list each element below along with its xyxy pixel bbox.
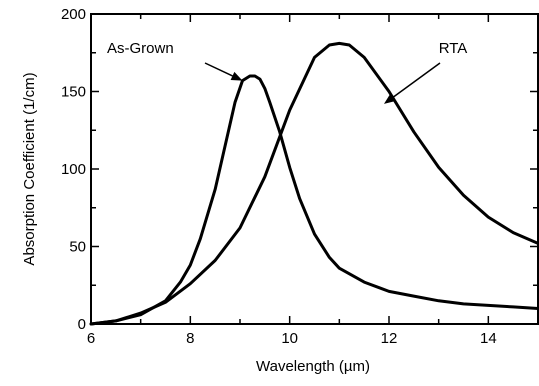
tick-labels-layer: 6 8 10 12 14 0 50 100 150 200 <box>61 6 497 347</box>
y-tick-label: 200 <box>61 6 86 23</box>
y-tick-label: 150 <box>61 84 86 101</box>
y-tick-label: 100 <box>61 161 86 178</box>
x-tick-label: 8 <box>186 330 194 347</box>
series-layer <box>89 41 539 326</box>
plot-frame <box>90 13 539 325</box>
annotation-arrowhead-as-grown <box>230 71 243 81</box>
annotation-layer: As-Grown RTA <box>107 40 467 104</box>
series-line-rta <box>89 41 539 326</box>
annotation-label-as-grown: As-Grown <box>107 40 174 57</box>
series-line-as-grown <box>89 74 539 326</box>
annotation-arrowhead-rta <box>384 93 396 104</box>
y-axis-title: Absorption Coefficient (1/cm) <box>21 72 38 265</box>
x-tick-label: 6 <box>87 330 95 347</box>
annotation-arrow-as-grown <box>204 62 233 77</box>
y-tick-label: 0 <box>78 316 86 333</box>
x-axis-title: Wavelength (µm) <box>256 358 370 375</box>
x-tick-label: 12 <box>381 330 398 347</box>
x-tick-label: 10 <box>281 330 298 347</box>
annotation-arrow-rta <box>392 62 441 99</box>
y-tick-label: 50 <box>69 239 86 256</box>
x-tick-label: 14 <box>480 330 497 347</box>
annotation-label-rta: RTA <box>439 40 468 57</box>
